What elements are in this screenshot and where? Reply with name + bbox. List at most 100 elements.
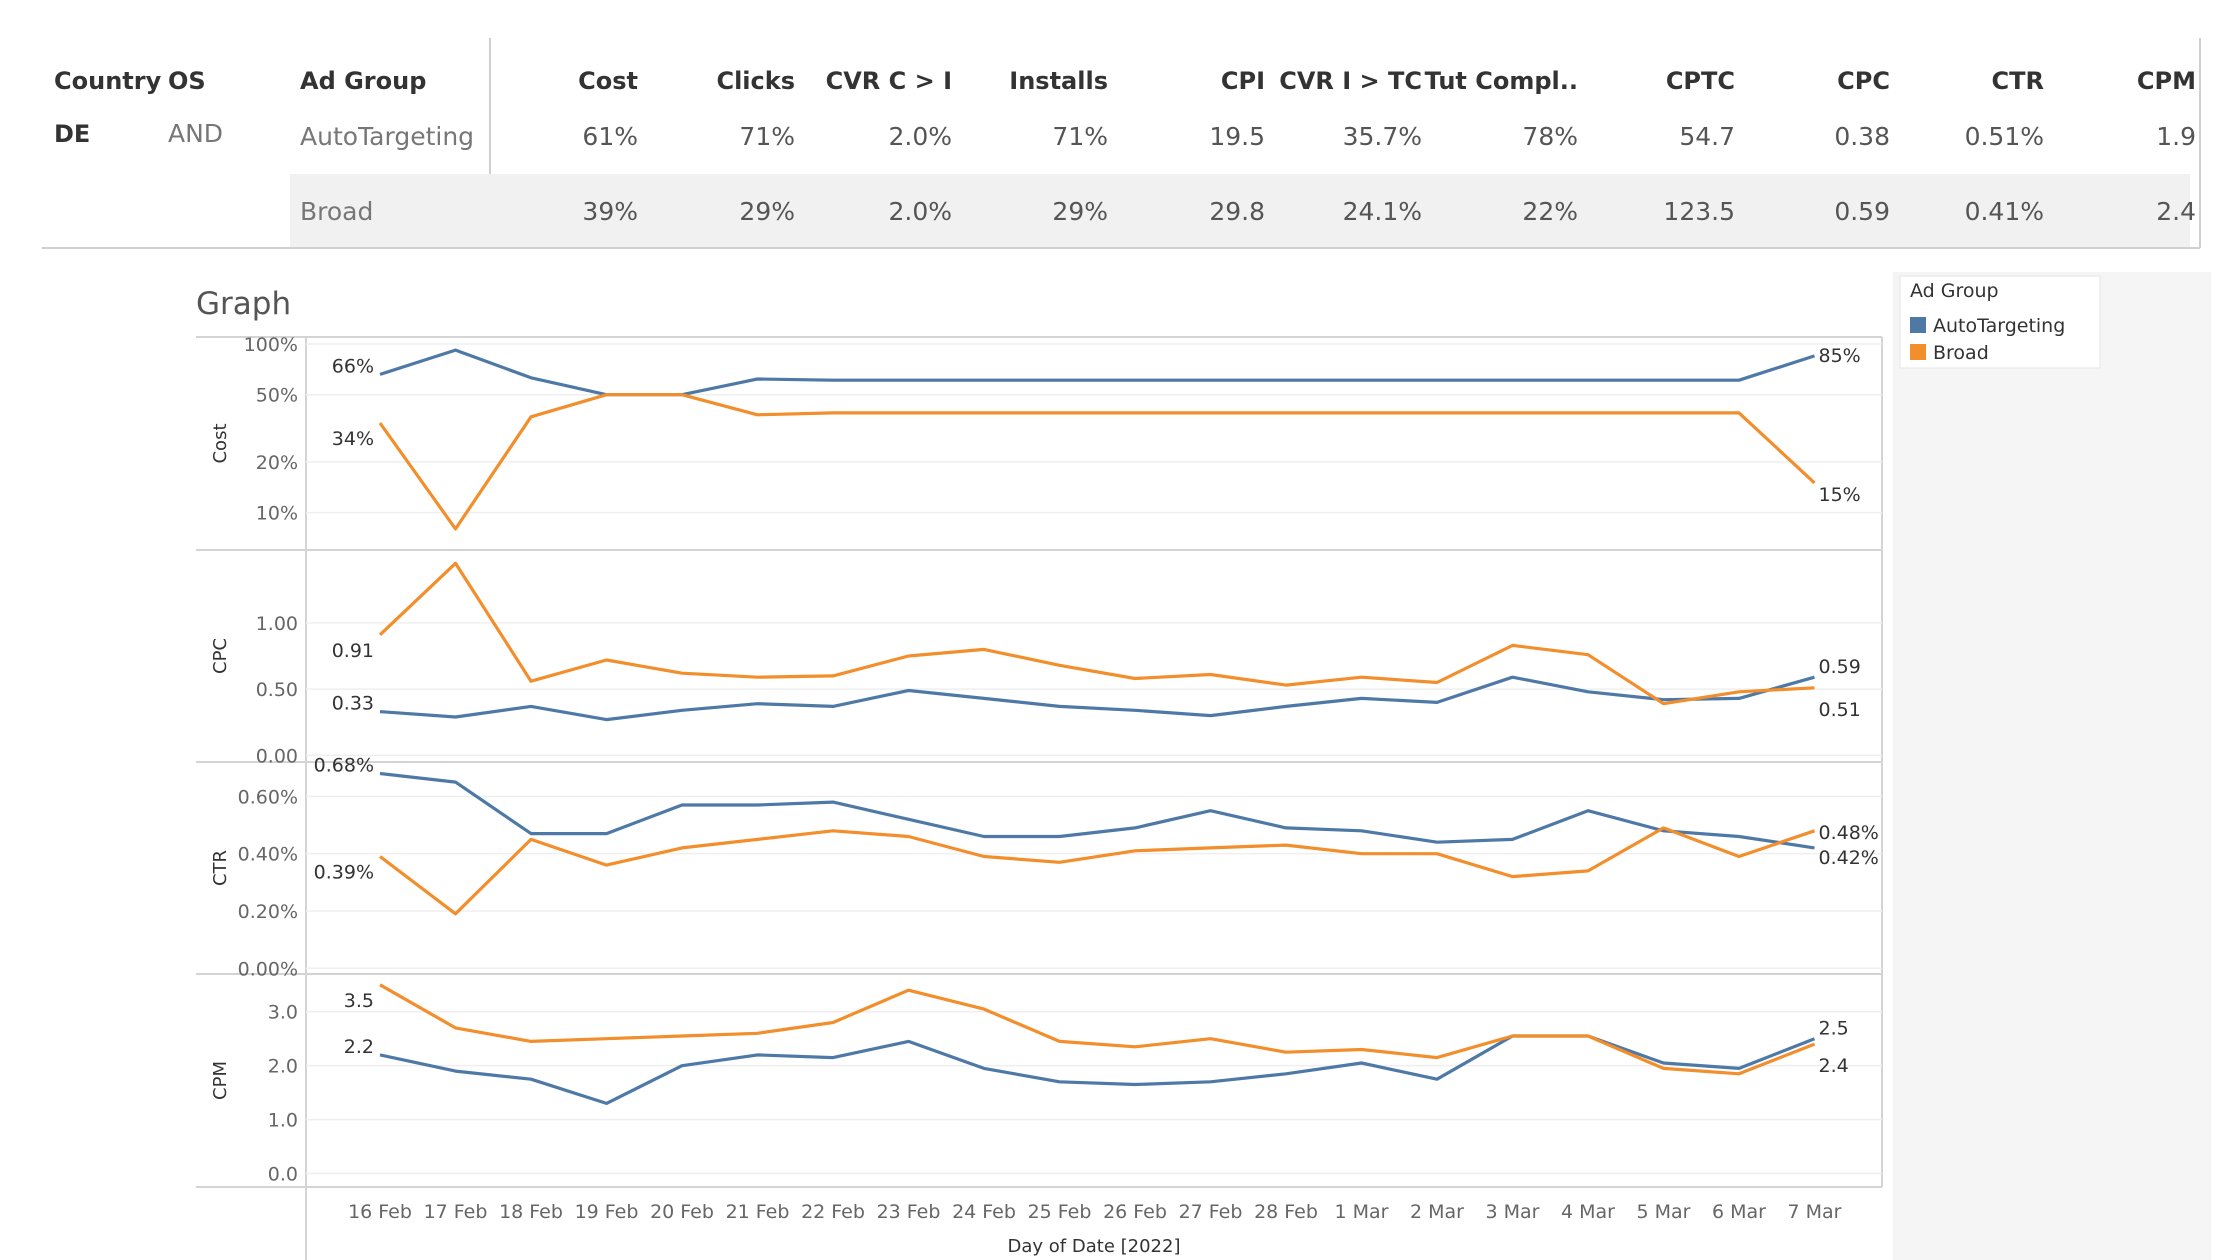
data-point-autotargeting[interactable] — [1435, 378, 1439, 382]
data-point-autotargeting[interactable] — [1058, 704, 1062, 708]
data-point-autotargeting[interactable] — [1737, 696, 1741, 700]
data-point-broad[interactable] — [1737, 855, 1741, 859]
data-point-autotargeting[interactable] — [1813, 1037, 1817, 1041]
data-point-autotargeting[interactable] — [1360, 829, 1364, 833]
data-point-broad[interactable] — [1133, 411, 1137, 415]
data-point-autotargeting[interactable] — [831, 704, 835, 708]
data-point-broad[interactable] — [454, 527, 458, 531]
data-point-autotargeting[interactable] — [1662, 1061, 1666, 1065]
header-country[interactable]: Country — [54, 67, 162, 95]
data-point-broad[interactable] — [982, 1007, 986, 1011]
data-point-autotargeting[interactable] — [1209, 809, 1213, 813]
data-point-broad[interactable] — [1586, 1034, 1590, 1038]
data-point-autotargeting[interactable] — [1435, 1077, 1439, 1081]
data-point-broad[interactable] — [1209, 846, 1213, 850]
data-point-broad[interactable] — [1813, 829, 1817, 833]
data-point-broad[interactable] — [454, 1026, 458, 1030]
data-point-autotargeting[interactable] — [1737, 1066, 1741, 1070]
data-point-autotargeting[interactable] — [1284, 1072, 1288, 1076]
data-point-broad[interactable] — [1058, 663, 1062, 667]
data-point-autotargeting[interactable] — [529, 376, 533, 380]
data-point-autotargeting[interactable] — [907, 1039, 911, 1043]
series-line-broad[interactable] — [378, 393, 1816, 531]
data-point-broad[interactable] — [1586, 411, 1590, 415]
data-point-broad[interactable] — [1058, 411, 1062, 415]
data-point-autotargeting[interactable] — [1737, 834, 1741, 838]
data-point-broad[interactable] — [529, 837, 533, 841]
data-point-broad[interactable] — [1586, 869, 1590, 873]
series-line-autotargeting[interactable] — [379, 771, 1815, 850]
data-point-autotargeting[interactable] — [1284, 704, 1288, 708]
data-point-autotargeting[interactable] — [454, 715, 458, 719]
data-point-broad[interactable] — [831, 1021, 835, 1025]
data-point-broad[interactable] — [1133, 677, 1137, 681]
data-point-autotargeting[interactable] — [756, 377, 760, 381]
data-point-autotargeting[interactable] — [529, 832, 533, 836]
header-cpc[interactable]: CPC — [1837, 67, 1890, 95]
data-point-broad[interactable] — [1586, 653, 1590, 657]
data-point-broad[interactable] — [529, 1039, 533, 1043]
data-point-broad[interactable] — [756, 413, 760, 417]
data-point-broad[interactable] — [529, 415, 533, 419]
legend-swatch-broad[interactable] — [1910, 344, 1926, 360]
data-point-autotargeting[interactable] — [378, 372, 382, 376]
data-point-autotargeting[interactable] — [454, 348, 458, 352]
data-point-broad[interactable] — [1511, 875, 1515, 879]
data-point-broad[interactable] — [907, 988, 911, 992]
data-point-broad[interactable] — [454, 912, 458, 916]
data-point-broad[interactable] — [1209, 673, 1213, 677]
data-point-autotargeting[interactable] — [1360, 1061, 1364, 1065]
data-point-autotargeting[interactable] — [756, 702, 760, 706]
data-point-broad[interactable] — [907, 411, 911, 415]
data-point-broad[interactable] — [1737, 1072, 1741, 1076]
data-point-autotargeting[interactable] — [1133, 826, 1137, 830]
data-point-broad[interactable] — [831, 829, 835, 833]
data-point-broad[interactable] — [1435, 852, 1439, 856]
data-point-broad[interactable] — [982, 647, 986, 651]
legend-item-broad[interactable]: Broad — [1933, 342, 1989, 364]
data-point-broad[interactable] — [1284, 411, 1288, 415]
data-point-broad[interactable] — [680, 671, 684, 675]
data-point-broad[interactable] — [1662, 411, 1666, 415]
data-point-broad[interactable] — [1284, 1050, 1288, 1054]
header-cpi[interactable]: CPI — [1221, 67, 1265, 95]
data-point-autotargeting[interactable] — [1133, 378, 1137, 382]
data-point-autotargeting[interactable] — [1209, 1080, 1213, 1084]
data-point-autotargeting[interactable] — [756, 1053, 760, 1057]
data-point-autotargeting[interactable] — [680, 1064, 684, 1068]
data-point-broad[interactable] — [756, 1031, 760, 1035]
data-point-broad[interactable] — [454, 561, 458, 565]
data-point-autotargeting[interactable] — [1511, 837, 1515, 841]
data-point-broad[interactable] — [982, 855, 986, 859]
data-point-broad[interactable] — [1662, 702, 1666, 706]
data-point-autotargeting[interactable] — [1058, 834, 1062, 838]
data-point-autotargeting[interactable] — [982, 378, 986, 382]
data-point-autotargeting[interactable] — [982, 696, 986, 700]
data-point-autotargeting[interactable] — [1737, 378, 1741, 382]
data-point-broad[interactable] — [1360, 1047, 1364, 1051]
data-point-broad[interactable] — [756, 837, 760, 841]
data-point-broad[interactable] — [1662, 826, 1666, 830]
data-point-broad[interactable] — [1209, 411, 1213, 415]
data-point-autotargeting[interactable] — [907, 817, 911, 821]
data-point-broad[interactable] — [831, 674, 835, 678]
header-clicks[interactable]: Clicks — [716, 67, 795, 95]
data-point-broad[interactable] — [1511, 643, 1515, 647]
data-point-autotargeting[interactable] — [605, 832, 609, 836]
data-point-broad[interactable] — [1662, 1066, 1666, 1070]
data-point-broad[interactable] — [605, 1037, 609, 1041]
legend-swatch-autotargeting[interactable] — [1910, 317, 1926, 333]
data-point-broad[interactable] — [1058, 1039, 1062, 1043]
data-point-autotargeting[interactable] — [982, 1066, 986, 1070]
data-point-broad[interactable] — [529, 679, 533, 683]
header-ad-group[interactable]: Ad Group — [300, 67, 426, 95]
data-point-broad[interactable] — [1813, 481, 1817, 485]
header-cost[interactable]: Cost — [578, 67, 638, 95]
data-point-autotargeting[interactable] — [831, 800, 835, 804]
data-point-autotargeting[interactable] — [680, 803, 684, 807]
data-point-autotargeting[interactable] — [982, 834, 986, 838]
header-tut-compl[interactable]: Tut Compl.. — [1425, 67, 1578, 95]
data-point-autotargeting[interactable] — [1360, 696, 1364, 700]
series-line-autotargeting[interactable] — [379, 348, 1815, 397]
data-point-autotargeting[interactable] — [1586, 690, 1590, 694]
